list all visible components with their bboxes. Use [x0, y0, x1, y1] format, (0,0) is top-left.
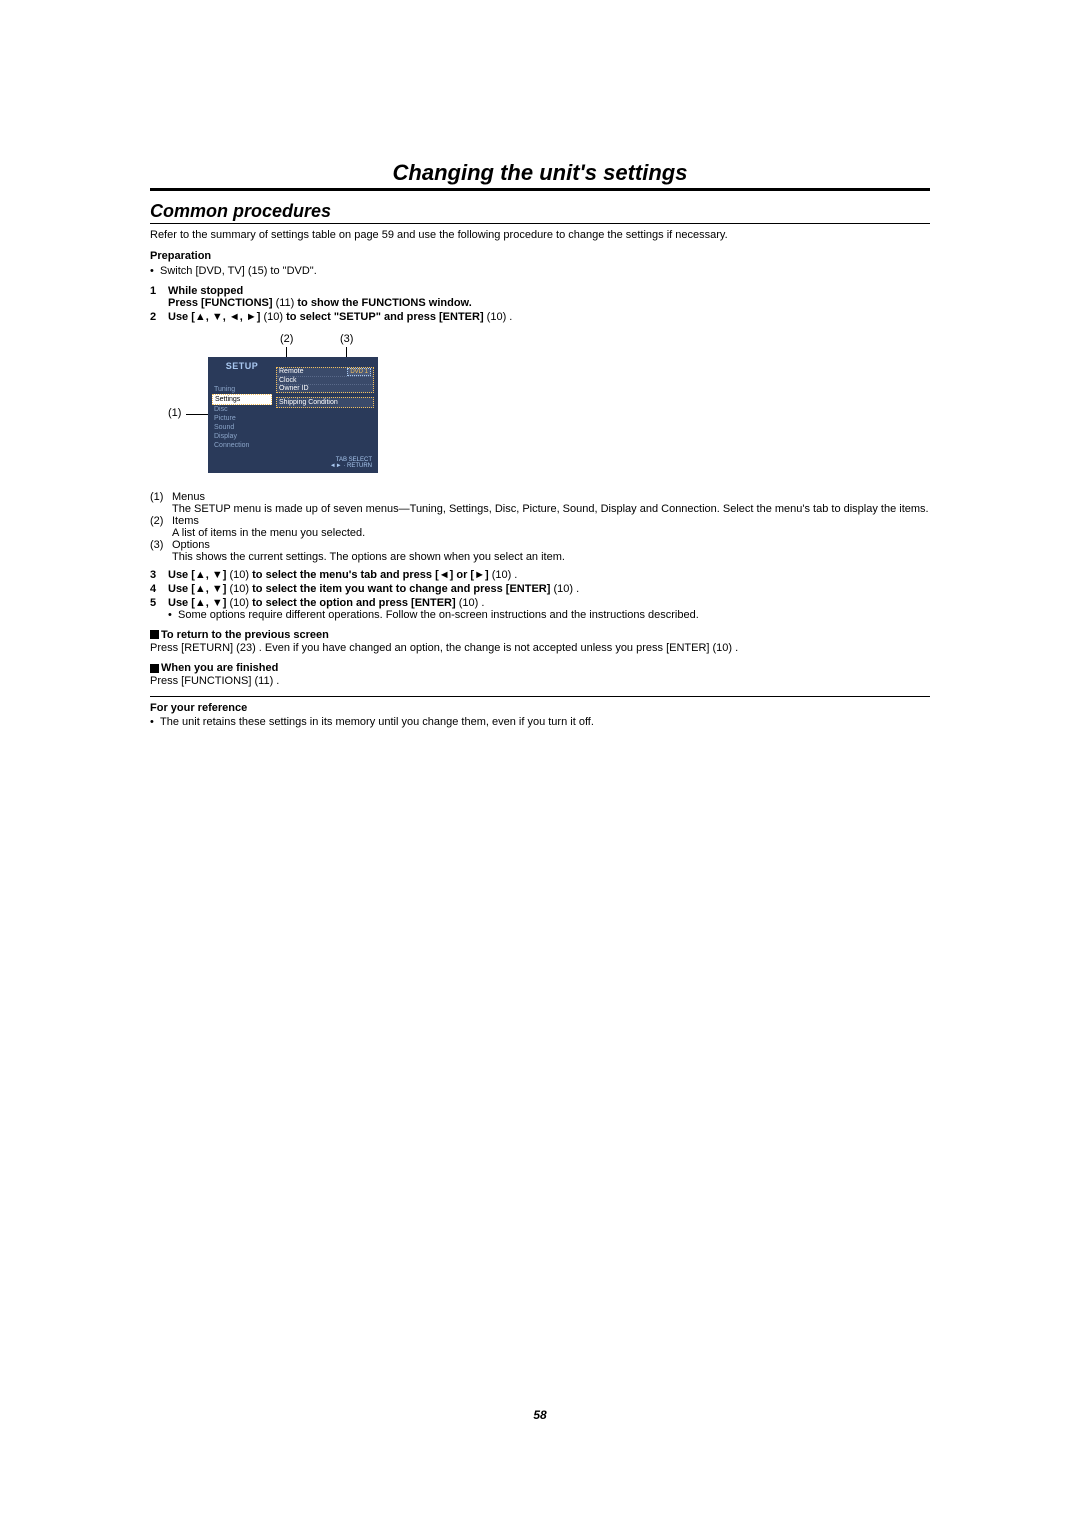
- menu-item: Sound: [212, 423, 272, 432]
- step-number: 4: [150, 583, 168, 595]
- setup-item-label: Owner ID: [279, 385, 309, 392]
- finished-heading: When you are finished: [161, 662, 278, 674]
- block-square-icon: [150, 630, 159, 639]
- setup-screenshot: SETUP Tuning Settings Disc Picture Sound…: [208, 357, 378, 473]
- step-number: 5: [150, 597, 168, 609]
- step5-note: Some options require different operation…: [178, 609, 699, 621]
- page-number: 58: [150, 1408, 930, 1422]
- step-line: Use [▲, ▼] (10) to select the item you w…: [168, 583, 930, 595]
- page-title: Changing the unit's settings: [393, 160, 688, 185]
- setup-item-label: Remote: [279, 368, 304, 376]
- bullet-icon: •: [150, 716, 160, 728]
- step-line: Use [▲, ▼] (10) to select the option and…: [168, 597, 930, 609]
- setup-diagram: (2) (3) (1) SETUP Tuning Settings Disc P…: [168, 333, 478, 483]
- callout-2: (2): [280, 333, 293, 345]
- menu-item: Picture: [212, 414, 272, 423]
- section-subtitle: Common procedures: [150, 201, 930, 224]
- menu-item: Disc: [212, 405, 272, 414]
- menu-item-selected: Settings: [212, 394, 272, 405]
- callout-3: (3): [340, 333, 353, 345]
- bullet-icon: •: [168, 609, 178, 621]
- step-line: Use [▲, ▼, ◄, ►] (10) to select "SETUP" …: [168, 311, 930, 323]
- shipping-condition: Shipping Condition: [276, 397, 374, 408]
- ref-label: Menus: [172, 491, 930, 503]
- setup-item-option: DVD 1: [347, 368, 371, 376]
- page-title-section: Changing the unit's settings: [150, 160, 930, 191]
- bullet-icon: •: [150, 265, 160, 277]
- step-line: Press [FUNCTIONS] (11) to show the FUNCT…: [168, 297, 930, 309]
- step-line: While stopped: [168, 285, 930, 297]
- preparation-heading: Preparation: [150, 249, 930, 264]
- step-line: Use [▲, ▼] (10) to select the menu's tab…: [168, 569, 930, 581]
- ref-desc: A list of items in the menu you selected…: [172, 527, 930, 539]
- ref-num: (2): [150, 515, 172, 539]
- preparation-line: Switch [DVD, TV] (15) to "DVD".: [160, 265, 317, 277]
- menu-item: Display: [212, 432, 272, 441]
- finished-text: Press [FUNCTIONS] (11) .: [150, 674, 930, 689]
- return-text: Press [RETURN] (23) . Even if you have c…: [150, 641, 930, 656]
- step-number: 2: [150, 311, 168, 323]
- setup-item-label: Clock: [279, 377, 297, 384]
- reference-heading: For your reference: [150, 701, 930, 716]
- intro-text: Refer to the summary of settings table o…: [150, 228, 930, 243]
- step-number: 3: [150, 569, 168, 581]
- menu-item: Connection: [212, 441, 272, 450]
- setup-label: SETUP: [212, 361, 272, 371]
- callout-line: [186, 414, 208, 415]
- reference-text: The unit retains these settings in its m…: [160, 716, 594, 728]
- nav-hints: TAB SELECT ◄► · RETURN: [330, 457, 372, 469]
- block-square-icon: [150, 664, 159, 673]
- ref-desc: The SETUP menu is made up of seven menus…: [172, 503, 930, 515]
- ref-num: (1): [150, 491, 172, 515]
- step-number: 1: [150, 285, 168, 309]
- menu-item: Tuning: [212, 385, 272, 394]
- ref-label: Options: [172, 539, 930, 551]
- ref-num: (3): [150, 539, 172, 563]
- return-heading: To return to the previous screen: [161, 629, 329, 641]
- callout-1: (1): [168, 407, 181, 419]
- ref-label: Items: [172, 515, 930, 527]
- ref-desc: This shows the current settings. The opt…: [172, 551, 930, 563]
